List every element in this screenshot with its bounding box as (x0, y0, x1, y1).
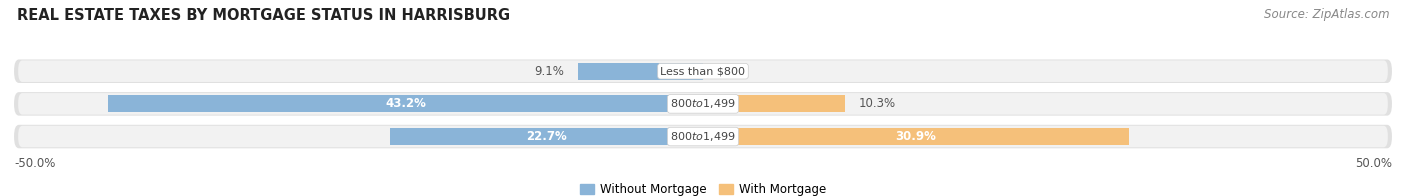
Text: 30.9%: 30.9% (896, 130, 936, 143)
FancyBboxPatch shape (18, 93, 1388, 115)
Text: 22.7%: 22.7% (526, 130, 567, 143)
Text: Less than $800: Less than $800 (661, 66, 745, 76)
Text: 43.2%: 43.2% (385, 97, 426, 110)
Text: Source: ZipAtlas.com: Source: ZipAtlas.com (1264, 8, 1389, 21)
Text: 9.1%: 9.1% (534, 65, 564, 78)
FancyBboxPatch shape (18, 126, 1388, 147)
Text: $800 to $1,499: $800 to $1,499 (671, 130, 735, 143)
Text: 10.3%: 10.3% (859, 97, 896, 110)
Text: $800 to $1,499: $800 to $1,499 (671, 97, 735, 110)
Bar (703, 95, 845, 112)
Bar (703, 128, 1129, 145)
Text: 0.0%: 0.0% (717, 65, 747, 78)
Bar (391, 128, 703, 145)
FancyBboxPatch shape (14, 59, 1392, 83)
Text: 50.0%: 50.0% (1355, 157, 1392, 170)
FancyBboxPatch shape (14, 125, 1392, 148)
FancyBboxPatch shape (18, 60, 1388, 82)
Legend: Without Mortgage, With Mortgage: Without Mortgage, With Mortgage (575, 178, 831, 196)
Bar (578, 63, 703, 80)
Text: -50.0%: -50.0% (14, 157, 55, 170)
Text: REAL ESTATE TAXES BY MORTGAGE STATUS IN HARRISBURG: REAL ESTATE TAXES BY MORTGAGE STATUS IN … (17, 8, 510, 23)
Bar (108, 95, 703, 112)
FancyBboxPatch shape (14, 92, 1392, 116)
